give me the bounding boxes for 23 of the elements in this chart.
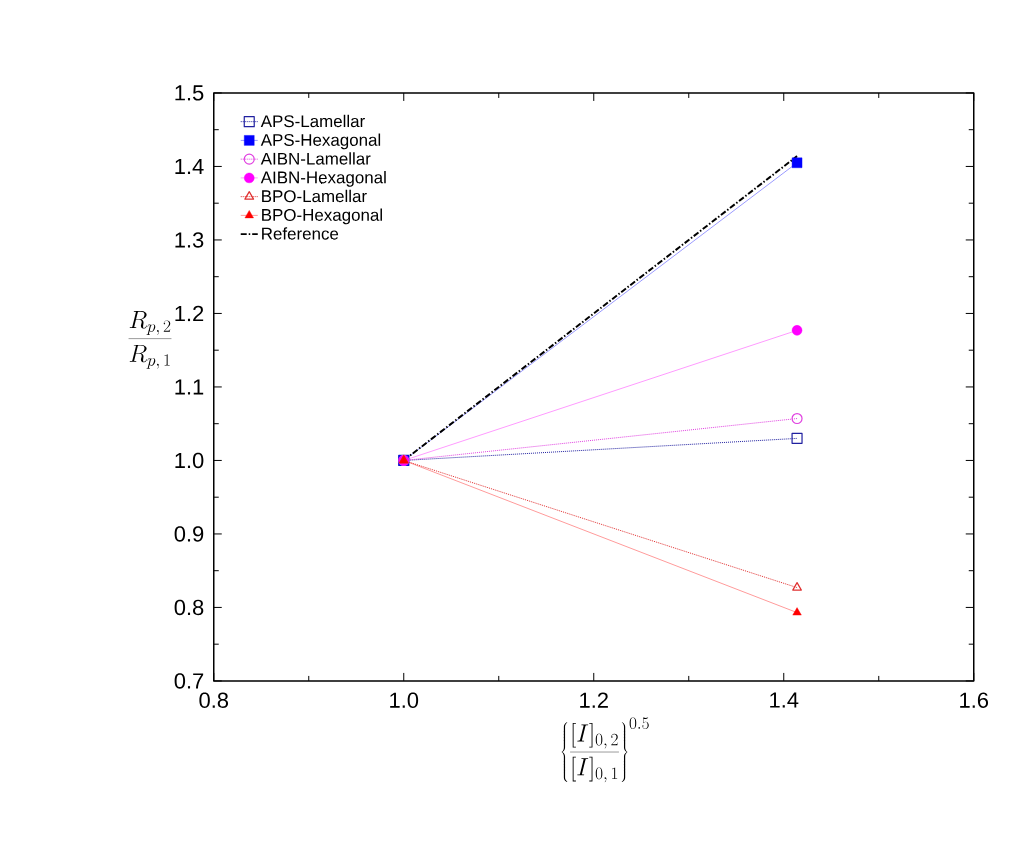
x-tick-label: 1.4 [770, 692, 799, 708]
y-tick-label: 1.5 [175, 85, 204, 101]
legend-label: APS-Hexagonal [260, 133, 381, 150]
y-tick-label: 0.7 [174, 673, 204, 689]
legend-label: Reference [262, 227, 339, 240]
legend-label: AIBN-Hexagonal [260, 171, 386, 187]
x-tick-label: 1.6 [960, 692, 989, 708]
x-tick-label: 1.0 [390, 692, 419, 708]
x-axis-title: $\left\{\frac{[I]_{0,\,2}}{[I]_{0,\,1}}\right\}^{0.5}$ [561, 717, 649, 783]
legend-label: BPO-Hexagonal [262, 208, 382, 225]
y-tick-label: 0.8 [174, 599, 204, 616]
y-tick-label: 1.0 [175, 452, 204, 469]
y-tick-label: 0.9 [174, 526, 204, 542]
legend-label: AIBN-Lamellar [260, 152, 371, 165]
legend-label: APS-Lamellar [260, 114, 365, 128]
y-tick-label: 1.1 [175, 379, 204, 395]
y-axis-title: $\frac{R_{p,\,2}}{R_{p,\,1}}$ [128, 311, 172, 369]
x-tick-label: 1.2 [580, 692, 608, 708]
x-tick-label: 0.8 [199, 692, 229, 708]
legend-label: BPO-Lamellar [262, 189, 367, 203]
y-tick-label: 1.2 [175, 305, 204, 322]
y-tick-label: 1.3 [175, 232, 204, 248]
y-tick-label: 1.4 [175, 158, 204, 174]
